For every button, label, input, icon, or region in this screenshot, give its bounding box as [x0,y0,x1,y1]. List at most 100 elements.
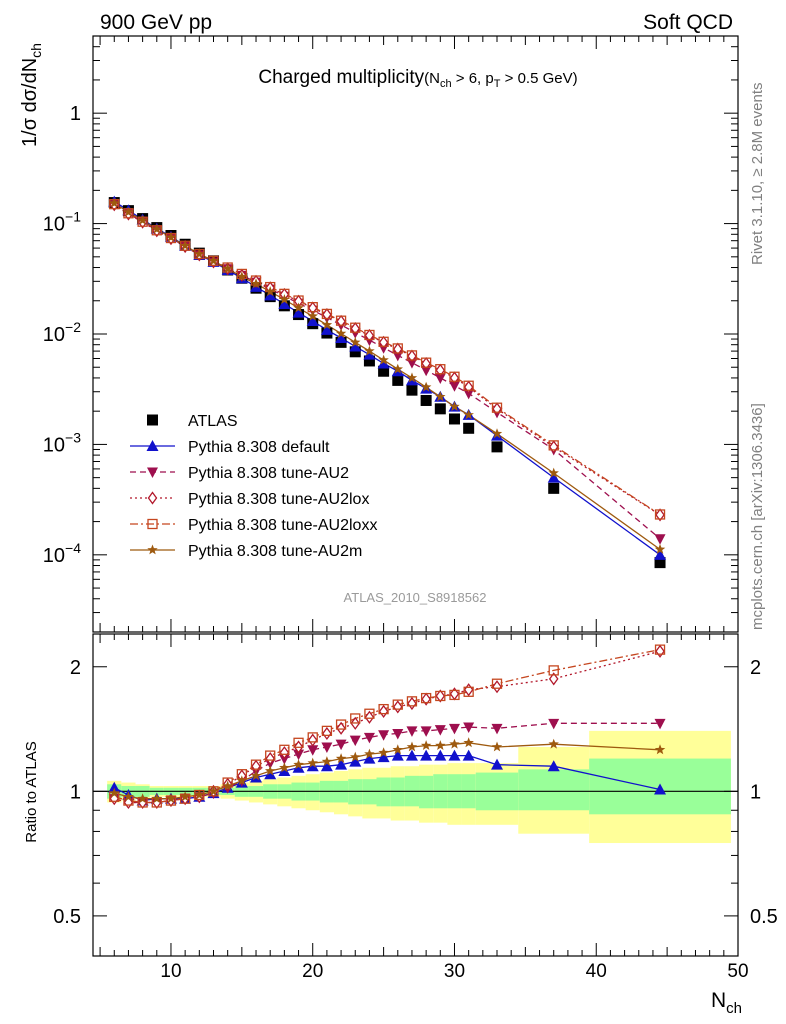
ratio-point-au2loxx [321,725,333,737]
x-axis-label: Nch [711,989,742,1017]
ratio-point-au2loxx [378,703,389,715]
main-point-au2loxx [548,440,559,451]
ratio-y-tick-label-right: 0.5 [750,906,778,928]
main-point-au2loxx [463,380,474,391]
main-point-au2lox [350,321,361,336]
ratio-point-au2m [165,793,177,804]
ratio-uncertainty-bands [93,730,738,844]
ratio-point-au2m [350,751,361,762]
ratio-point-au2m [406,741,418,752]
ratio-point-au2loxx [463,686,474,697]
ratio-point-default [420,749,433,761]
main-point-au2m [392,363,403,374]
main-point-au2loxx [654,509,666,520]
main-point-au2m [435,391,446,402]
ratio-point-au2 [293,749,305,761]
main-point-data [420,394,432,406]
ratio-point-au2m [449,738,460,749]
ratio-point-au2 [278,754,290,765]
plot-title: Charged multiplicity(Nch > 6, pT > 0.5 G… [258,67,577,90]
legend-marker-default [146,440,159,451]
ratio-point-au2loxx [392,699,403,710]
main-point-default [278,297,291,309]
ratio-point-default [335,758,348,770]
title-main: Charged multiplicity [258,67,424,88]
ratio-point-au2m [364,748,375,759]
ratio-point-au2loxx [364,708,375,719]
main-point-default [363,348,376,360]
ratio-point-default [363,752,376,764]
ratio-point-au2lox [265,751,276,766]
axis-ticks [93,35,739,957]
x-tick-label: 40 [586,961,607,982]
main-point-au2m [654,543,666,554]
main-point-au2m [109,197,120,208]
title-cut-sub2: T [494,78,501,90]
ratio-point-default [391,749,404,761]
main-point-au2m [548,467,559,478]
ratio-point-au2lox [548,672,559,686]
main-y-tick-label-base: 10 [43,324,65,346]
x-axis-label-text: N [711,989,726,1012]
main-y-tick-label-base: 10 [43,434,65,456]
ratio-point-default [405,749,418,761]
main-point-au2 [434,373,446,384]
main-point-au2m [151,223,162,234]
main-point-au2lox [407,349,417,363]
side-label-rivet: Rivet 3.1.10, ≥ 2.8M events [749,83,766,266]
ratio-point-au2m [265,765,276,776]
legend-marker-au2lox [147,491,158,505]
main-y-tick-label: 10−1 [43,209,81,236]
legend-marker-au2loxx [147,518,158,530]
main-point-au2m [194,248,205,259]
ratio-point-au2loxx [548,665,559,676]
title-cut-mid: > 6, p [452,70,494,87]
ratio-point-default [491,758,504,770]
main-y-tick-label: 10−4 [43,540,81,567]
main-point-au2 [448,381,460,392]
ratio-point-au2m [654,744,666,755]
ratio-point-au2loxx [654,644,666,655]
ratio-y-tick-label-right: 1 [750,781,761,803]
title-cut-close: > 0.5 GeV) [500,70,577,87]
ratio-point-au2loxx [420,692,432,704]
ratio-point-au2lox [336,721,346,735]
ratio-point-au2 [378,730,390,741]
x-axis-label-sub: ch [726,1000,742,1017]
ratio-point-au2loxx [293,737,304,748]
main-point-au2 [654,534,666,545]
main-point-au2lox [364,328,375,343]
ratio-point-au2m [179,791,191,802]
series-markers [108,195,667,810]
main-point-default [320,323,333,335]
ratio-point-au2 [463,722,475,734]
ratio-point-au2loxx [491,678,503,689]
main-point-default [654,548,667,560]
legend-label-au2m: Pythia 8.308 tune-AU2m [188,543,362,560]
ratio-point-au2loxx [307,732,318,743]
main-point-au2m [222,263,233,274]
ratio-point-au2 [392,728,404,740]
ratio-point-au2m [123,791,134,802]
header-right-label: Soft QCD [643,11,733,34]
main-point-data [392,374,404,386]
title-cut-sub1: ch [440,78,452,90]
ratio-point-au2loxx [250,759,262,770]
ratio-point-default [654,783,667,795]
x-tick-label: 50 [727,961,748,982]
main-point-au2loxx [350,322,361,333]
main-point-au2m [364,345,375,356]
ratio-point-au2loxx [406,696,418,707]
main-point-default [349,340,362,352]
ratio-point-au2m [279,762,290,773]
main-point-default [292,306,305,318]
ratio-point-au2lox [492,680,502,694]
ratio-point-au2 [654,718,666,730]
main-point-data [463,422,475,434]
ratio-point-au2m [491,741,503,752]
ratio-point-au2lox [655,644,665,658]
x-tick-label: 20 [302,961,323,982]
ratio-point-au2m [335,753,347,763]
main-y-tick-label-base: 10 [43,545,65,567]
